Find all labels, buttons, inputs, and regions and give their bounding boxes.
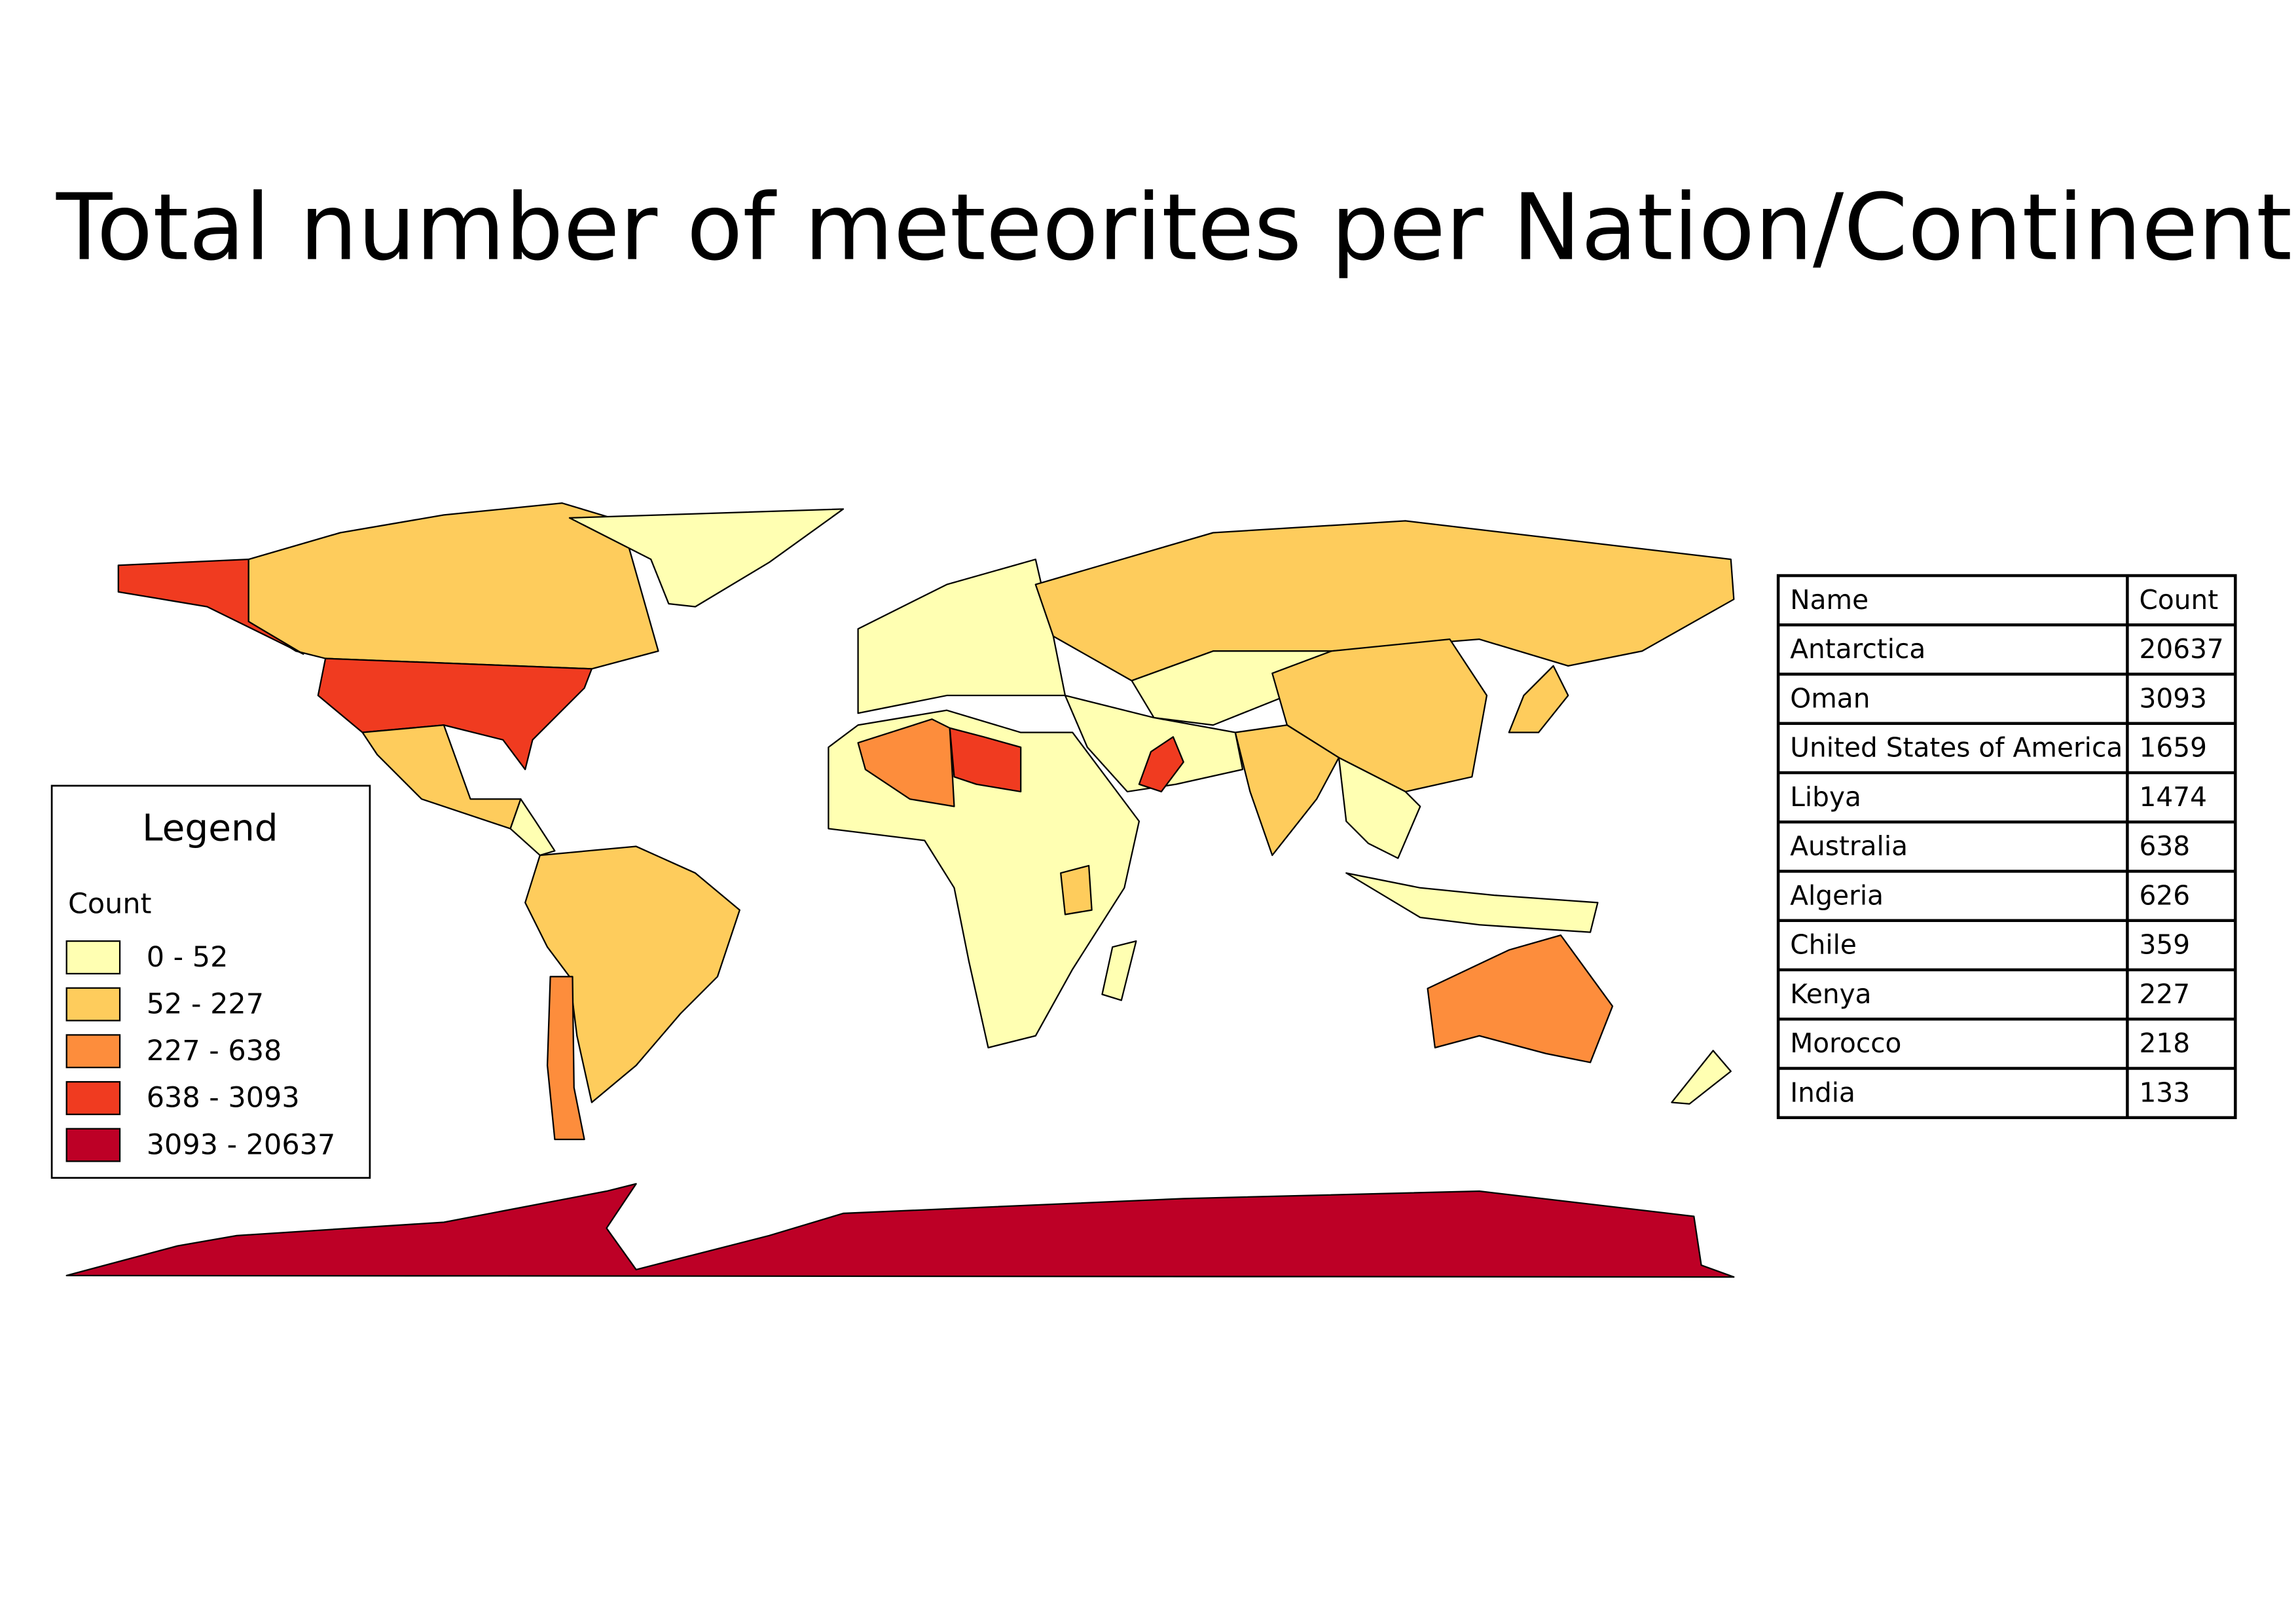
legend-field: Count xyxy=(68,887,151,920)
table-cell: Oman xyxy=(1790,682,1870,714)
australia xyxy=(1427,934,1614,1063)
table-cell: 3093 xyxy=(2139,682,2206,714)
madagascar xyxy=(1101,940,1137,1001)
antarctica xyxy=(65,1183,1735,1278)
legend-label: 52 - 227 xyxy=(147,987,264,1020)
chile xyxy=(546,976,585,1141)
table-cell: Morocco xyxy=(1790,1027,1901,1059)
table-cell: 626 xyxy=(2139,879,2190,911)
map-title: Total number of meteorites per Nation/Co… xyxy=(56,175,2292,282)
usa xyxy=(317,657,592,771)
table-cell: 133 xyxy=(2139,1077,2190,1108)
table-cell: 638 xyxy=(2139,830,2190,862)
japan xyxy=(1508,665,1569,733)
new-zealand xyxy=(1671,1050,1732,1105)
table-cell: Antarctica xyxy=(1790,633,1925,665)
legend-swatch xyxy=(65,1080,121,1115)
legend-swatch xyxy=(65,1034,121,1069)
table-cell: 1659 xyxy=(2139,732,2206,764)
oman xyxy=(1138,736,1184,793)
legend-swatch xyxy=(65,940,121,974)
legend-swatch xyxy=(65,1128,121,1162)
legend-label: 0 - 52 xyxy=(147,941,228,974)
algeria xyxy=(857,718,955,807)
table-cell: United States of America xyxy=(1790,732,2123,764)
legend-label: 638 - 3093 xyxy=(147,1082,300,1115)
table-cell: Algeria xyxy=(1790,879,1884,911)
table: Name Count Antarctica 20637 Oman 3093 United S… xyxy=(1776,574,2237,1119)
world-map xyxy=(65,502,1735,1278)
libya xyxy=(949,727,1022,793)
central-america xyxy=(509,798,556,857)
table-cell: Libya xyxy=(1790,781,1861,813)
table-header: Name xyxy=(1790,584,1868,616)
table-frame xyxy=(1776,574,2237,1119)
table-cell: 1474 xyxy=(2139,781,2206,813)
table-cell: 359 xyxy=(2139,929,2190,961)
europe xyxy=(857,559,1066,714)
table-cell: 20637 xyxy=(2139,633,2223,665)
kenya xyxy=(1060,864,1093,915)
middle-east xyxy=(1064,694,1244,793)
south-america xyxy=(524,845,740,1103)
legend-label: 227 - 638 xyxy=(147,1035,282,1067)
mexico xyxy=(361,724,522,830)
table-cell: 218 xyxy=(2139,1027,2190,1059)
legend-swatch xyxy=(65,987,121,1022)
table-cell: India xyxy=(1790,1077,1855,1108)
legend-title: Legend xyxy=(142,807,278,849)
indonesia xyxy=(1345,872,1599,933)
table-cell: Chile xyxy=(1790,929,1857,961)
table-cell: Australia xyxy=(1790,830,1908,862)
legend: Legend Count 0 - 52 52 - 227 227 - 638 638 … xyxy=(50,784,371,1179)
table-cell: 227 xyxy=(2139,978,2190,1010)
greenland xyxy=(568,508,845,608)
legend-label: 3093 - 20637 xyxy=(147,1128,336,1161)
southeast-asia xyxy=(1338,756,1421,859)
alaska xyxy=(117,559,304,655)
india xyxy=(1234,724,1340,857)
table-header: Count xyxy=(2139,584,2218,616)
table-cell: Kenya xyxy=(1790,978,1871,1010)
